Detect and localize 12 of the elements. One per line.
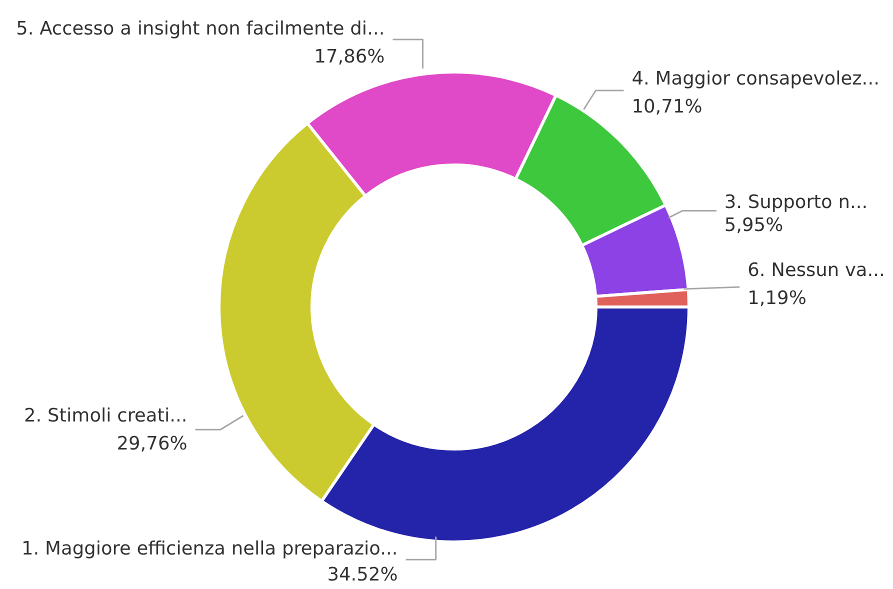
slice-label: 4. Maggior consapevolez... xyxy=(632,68,880,89)
data-label: 34.52% xyxy=(327,564,398,586)
slice-label: 5. Accesso a insight non facilmente di... xyxy=(16,18,385,39)
slice-label: 6. Nessun va... xyxy=(748,260,885,281)
data-label: 1,19% xyxy=(748,288,806,309)
slice-label: 2. Stimoli creati... xyxy=(24,405,188,426)
data-label: 29,76% xyxy=(116,433,188,454)
slice-label: 1. Maggiore efficienza nella preparazio... xyxy=(22,538,398,560)
data-label: 17,86% xyxy=(314,46,385,67)
slice-label: 3. Supporto n... xyxy=(724,191,868,212)
data-label: 5,95% xyxy=(724,214,784,236)
data-label: 10,71% xyxy=(632,96,702,117)
